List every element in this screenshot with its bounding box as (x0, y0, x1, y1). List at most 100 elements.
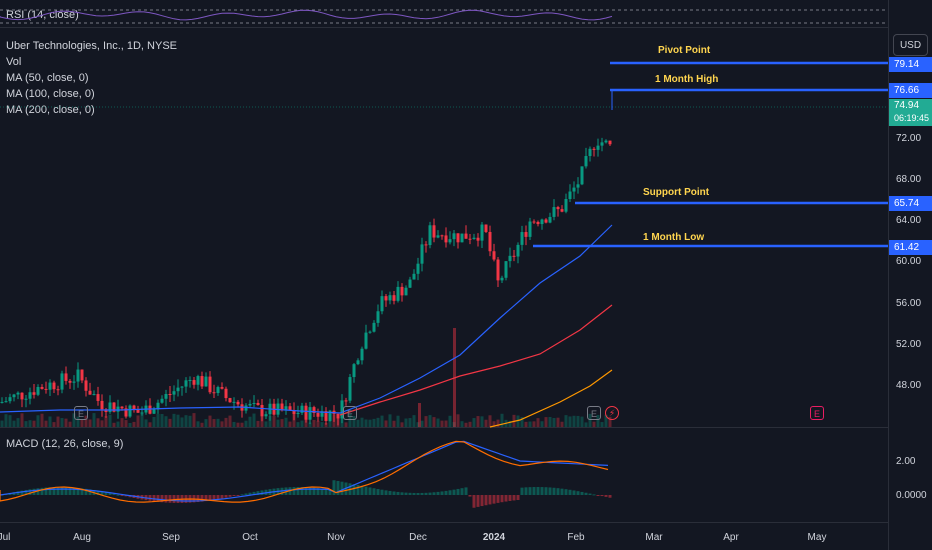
macd-histogram-bar (468, 495, 472, 497)
volume-bar (400, 422, 404, 427)
candle-body (596, 145, 600, 150)
macd-histogram-bar (412, 492, 416, 495)
macd-label[interactable]: MACD (12, 26, close, 9) (6, 438, 124, 450)
time-tick: Mar (645, 532, 663, 543)
macd-histogram-bar (540, 487, 544, 495)
macd-histogram-bar (428, 492, 432, 495)
macd-histogram-bar (244, 493, 248, 495)
volume-bar (344, 422, 348, 427)
candle-body (104, 409, 108, 413)
candle-body (480, 224, 484, 241)
macd-histogram-bar (160, 495, 164, 503)
candle-body (96, 394, 100, 401)
macd-histogram-bar (200, 495, 204, 502)
candle-body (172, 391, 176, 395)
macd-histogram-bar (408, 492, 412, 495)
candle-body (24, 398, 28, 400)
macd-histogram-bar (104, 492, 108, 495)
macd-histogram-bar (196, 495, 200, 503)
candle-body (600, 142, 604, 146)
macd-histogram-bar (248, 492, 252, 495)
macd-histogram-bar (332, 480, 336, 495)
volume-bar (564, 415, 568, 427)
volume-bar (252, 413, 256, 427)
macd-histogram-bar (20, 490, 24, 495)
candle-body (428, 225, 432, 246)
candle-body (308, 407, 312, 420)
volume-bar (532, 421, 536, 427)
volume-bar (320, 422, 324, 427)
macd-histogram-bar (112, 493, 116, 495)
month-high-label: 1 Month High (655, 74, 719, 85)
volume-bar (20, 413, 24, 427)
macd-histogram-bar (604, 495, 608, 497)
currency-button[interactable]: USD (893, 34, 928, 56)
macd-histogram-bar (608, 495, 612, 498)
macd-histogram-bar (532, 487, 536, 495)
volume-bar (296, 422, 300, 427)
volume-bar (408, 418, 412, 427)
dividend-icon[interactable]: ⚡ (605, 406, 619, 420)
candle-body (300, 405, 304, 413)
volume-bar (72, 413, 76, 427)
volume-bar (548, 416, 552, 427)
candle-body (8, 397, 12, 402)
candle-body (220, 387, 224, 389)
candle-body (484, 224, 488, 232)
ma50-legend[interactable]: MA (50, close, 0) (6, 72, 89, 84)
candle-body (100, 400, 104, 410)
macd-histogram-bar (500, 495, 504, 503)
support-point-label: Support Point (643, 187, 710, 198)
candle-body (136, 409, 140, 413)
macd-histogram-bar (552, 487, 556, 495)
volume-bar (116, 421, 120, 427)
pane-separator[interactable] (0, 27, 888, 28)
volume-bar (424, 416, 428, 427)
macd-histogram-bar (60, 487, 64, 495)
candle-body (532, 221, 536, 223)
earnings-icon[interactable]: E (587, 406, 601, 420)
candle-body (544, 219, 548, 223)
volume-bar (364, 419, 368, 427)
candle-body (260, 404, 264, 417)
volume-bar (392, 420, 396, 427)
symbol-legend[interactable]: Uber Technologies, Inc., 1D, NYSE (6, 40, 177, 52)
macd-tick: 0.0000 (896, 490, 927, 501)
volume-bar (376, 417, 380, 427)
ma100-legend[interactable]: MA (100, close, 0) (6, 88, 95, 100)
volume-bar (108, 414, 112, 427)
pane-separator[interactable] (0, 522, 888, 523)
candle-body (140, 412, 144, 414)
price-tick: 52.00 (896, 339, 922, 350)
volume-bar (148, 422, 152, 427)
macd-histogram-bar (576, 491, 580, 495)
volume-bar (88, 419, 92, 427)
macd-histogram-bar (372, 488, 376, 495)
earnings-icon[interactable]: E (343, 406, 357, 420)
macd-histogram-bar (488, 495, 492, 505)
price-chart[interactable] (0, 0, 888, 550)
earnings-icon[interactable]: E (74, 406, 88, 420)
volume-bar (76, 416, 80, 427)
candle-body (384, 296, 388, 301)
macd-histogram-bar (380, 489, 384, 495)
macd-histogram-bar (364, 486, 368, 495)
macd-histogram-bar (524, 487, 528, 495)
macd-line (0, 440, 609, 502)
volume-bar (596, 414, 600, 427)
volume-bar (216, 418, 220, 427)
earnings-icon[interactable]: E (810, 406, 824, 420)
volume-bar (196, 421, 200, 427)
volume-bar (140, 413, 144, 427)
time-tick: Dec (409, 532, 427, 543)
volume-bar (136, 415, 140, 427)
volume-bar (168, 418, 172, 427)
volume-bar (260, 413, 264, 427)
pane-separator[interactable] (0, 427, 888, 428)
vol-legend[interactable]: Vol (6, 56, 22, 68)
time-tick: Jul (0, 532, 11, 543)
macd-histogram-bar (436, 491, 440, 495)
volume-bar (568, 416, 572, 427)
macd-tick: 2.00 (896, 456, 916, 467)
macd-histogram-bar (164, 495, 168, 503)
